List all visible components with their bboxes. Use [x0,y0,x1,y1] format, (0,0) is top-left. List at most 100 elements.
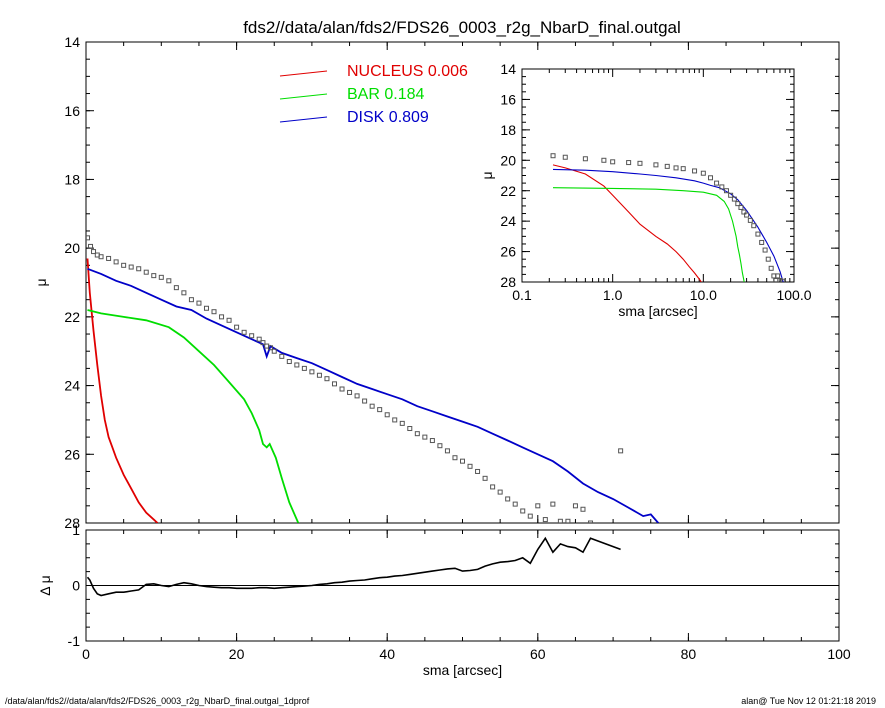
x-tick-label: 20 [229,646,245,662]
data-point [723,188,729,194]
data-point [399,420,405,426]
data-point [728,192,734,198]
legend-label: NUCLEUS 0.006 [347,63,468,80]
data-point [286,359,292,365]
data-point [610,159,616,165]
data-point [188,297,194,303]
data-point [601,157,607,163]
data-point [196,300,202,306]
chart-title: fds2//data/alan/fds2/FDS26_0003_r2g_Nbar… [243,18,681,37]
data-point [384,412,390,418]
inset-panel: 0.1 1.0 10.0 100.0 14 16 18 20 22 24 26 28 μ sma [arc… [479,61,812,319]
data-point [700,170,706,176]
data-point [738,204,744,210]
data-point [731,196,737,202]
data-point [407,426,413,432]
x-axis-label: sma [arcsec] [618,303,697,319]
y-tick-label: 14 [500,61,516,77]
data-point [362,398,368,404]
data-point [626,160,632,166]
data-point [422,434,428,440]
data-point [664,163,670,169]
data-point [392,417,398,423]
data-point [520,508,526,514]
data-point [467,463,473,469]
data-point [271,348,277,354]
y-tick-label: 1 [72,522,80,538]
footer-filepath: /data/alan/fds2//data/alan/fds2/FDS26_00… [5,696,310,706]
y-tick-label: 28 [64,515,80,531]
data-point [203,305,209,311]
data-point [527,513,533,519]
data-point [497,489,503,495]
series-line-bar [87,309,300,523]
data-point [86,235,91,241]
data-point [618,448,624,454]
data-point [673,165,679,171]
data-point [572,503,578,509]
y-tick-label: -1 [68,633,81,649]
y-tick-label: 26 [64,446,80,462]
data-point [143,269,149,275]
series-line-bar [552,187,745,282]
legend-line [279,93,328,100]
data-point [98,254,104,260]
data-point [136,266,142,272]
data-point [490,484,496,490]
series-line-nucleus [552,164,702,282]
x-tick-label: 0.1 [512,287,532,303]
y-tick-label: 28 [500,274,516,290]
data-point [755,231,761,237]
y-tick-label: 22 [500,183,516,199]
data-point [173,285,179,291]
y-axis-label: μ [479,171,495,179]
data-point [331,381,337,387]
series-line- [86,536,621,597]
data-point [512,501,518,507]
data-point [535,503,541,509]
x-tick-label: 100.0 [776,287,811,303]
data-point [437,443,443,449]
data-point [582,156,588,162]
y-tick-label: 18 [64,171,80,187]
y-axis-label: μ [33,278,49,286]
data-point [128,264,134,270]
data-point [181,290,187,296]
y-tick-label: 18 [500,122,516,138]
data-point [744,212,750,218]
x-tick-label: 10.0 [690,287,717,303]
data-point [741,209,747,215]
data-point [565,518,571,523]
data-point [234,324,240,330]
data-point [354,393,360,399]
data-point [557,518,563,523]
data-point [279,353,285,359]
data-point [301,365,307,371]
data-point [505,496,511,502]
data-point [106,255,112,261]
series-line-disk [552,168,784,282]
data-point [714,180,720,186]
data-point [482,475,488,481]
y-tick-label: 0 [72,578,80,594]
x-axis-label: sma [arcsec] [423,662,502,678]
data-point [719,184,725,190]
data-point [475,468,481,474]
data-point [550,153,556,159]
data-point [377,407,383,413]
x-tick-label: 80 [681,646,697,662]
data-point [91,249,97,255]
data-point [580,506,586,512]
data-point [369,403,375,409]
footer-timestamp: alan@ Tue Nov 12 01:21:18 2019 [741,696,876,706]
data-point [708,175,714,181]
x-tick-label: 100 [827,646,851,662]
plot-area [86,235,659,523]
x-tick-label: 40 [379,646,395,662]
data-point [680,166,686,172]
legend-label: DISK 0.809 [347,109,429,126]
data-point [780,278,786,282]
y-tick-label: 26 [500,244,516,260]
